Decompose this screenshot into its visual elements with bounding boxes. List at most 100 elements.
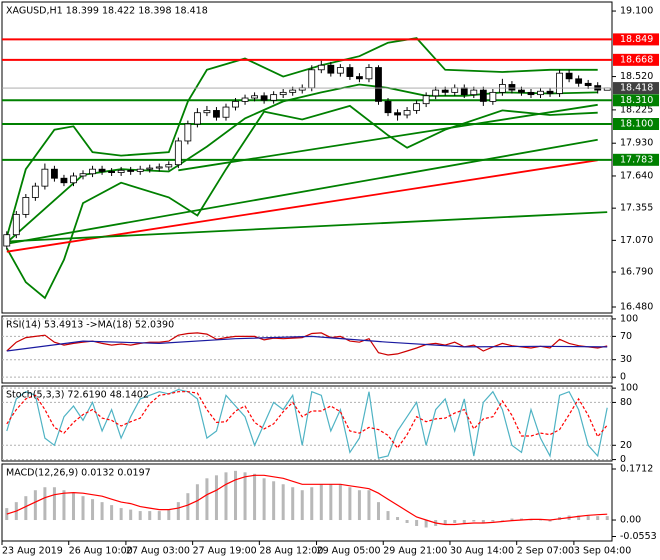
- histogram-bar: [329, 484, 333, 521]
- panel-frame: [1, 1, 613, 314]
- level-label: 18.100: [620, 119, 653, 130]
- histogram-bar: [33, 490, 37, 521]
- candle-body: [60, 177, 68, 184]
- series-line: [6, 211, 608, 243]
- candle-body: [41, 168, 49, 187]
- candle-body: [136, 168, 144, 172]
- histogram-bar: [491, 520, 495, 522]
- histogram-bar: [510, 518, 514, 521]
- y-tick-label: 30: [620, 354, 632, 365]
- series-line: [6, 332, 608, 356]
- candle-body: [108, 171, 116, 173]
- level-label: 18.310: [620, 95, 653, 106]
- candle-body: [308, 69, 316, 89]
- histogram-bar: [472, 520, 476, 522]
- candle-body: [270, 94, 278, 101]
- histogram-bar: [376, 502, 380, 521]
- candle-body: [193, 112, 201, 125]
- histogram-bar: [424, 520, 428, 528]
- y-tick-label: 0: [620, 454, 626, 465]
- histogram-bar: [462, 520, 466, 524]
- y-tick-label: 16.790: [620, 266, 653, 277]
- series-line: [5, 37, 598, 238]
- histogram-bar: [310, 487, 314, 521]
- candle-body: [336, 67, 344, 74]
- level-label: 17.783: [620, 154, 653, 165]
- candle-body: [241, 97, 249, 102]
- candle-body: [584, 82, 592, 86]
- candle-body: [31, 185, 39, 198]
- level-label-box: [613, 118, 659, 131]
- candle-body: [394, 112, 401, 116]
- series-line: [6, 474, 608, 526]
- histogram-bar: [195, 484, 199, 521]
- histogram-bar: [396, 517, 400, 521]
- histogram-bar: [348, 487, 352, 521]
- histogram-bar: [272, 481, 276, 521]
- histogram-bar: [24, 496, 28, 521]
- histogram-bar: [300, 490, 304, 521]
- x-tick-label: 30 Aug 14:00: [450, 546, 514, 557]
- candle-body: [213, 110, 220, 118]
- candle-body: [470, 89, 478, 96]
- candle-body: [174, 140, 182, 166]
- y-tick-label: 0.1712: [620, 464, 653, 475]
- level-label-box: [613, 33, 659, 46]
- candle-body: [117, 169, 125, 173]
- level-label: 18.849: [620, 34, 653, 45]
- panel-title: Stoch(5,3,3) 72.6190 48.1402: [6, 390, 149, 401]
- y-tick-label: 0: [620, 372, 626, 383]
- histogram-bar: [214, 475, 218, 521]
- histogram-bar: [500, 520, 504, 521]
- histogram-bar: [519, 518, 523, 521]
- candle-body: [89, 168, 96, 175]
- histogram-bar: [71, 493, 75, 521]
- candle-body: [508, 84, 516, 91]
- histogram-bar: [5, 508, 9, 521]
- y-tick-label: -0.0553: [620, 531, 657, 542]
- candle-body: [413, 103, 421, 111]
- candle-body: [155, 166, 163, 169]
- y-tick-label: 17.930: [620, 138, 653, 149]
- y-tick-label: 18.520: [620, 71, 653, 82]
- candle-body: [327, 64, 335, 74]
- histogram-bar: [481, 520, 485, 524]
- candle-body: [146, 167, 154, 170]
- histogram-bar: [205, 478, 209, 521]
- candle-body: [537, 90, 544, 96]
- y-tick-label: 20: [620, 440, 632, 451]
- candle-body: [403, 110, 411, 116]
- histogram-bar: [52, 487, 56, 521]
- candle-body: [546, 90, 554, 94]
- histogram-bar: [291, 487, 295, 521]
- histogram-bar: [281, 484, 285, 521]
- candle-body: [527, 91, 535, 96]
- histogram-bar: [43, 487, 47, 521]
- candle-body: [479, 89, 487, 102]
- level-label: 18.668: [620, 54, 653, 65]
- histogram-bar: [357, 490, 361, 521]
- histogram-bar: [443, 520, 447, 525]
- panel-frame: [1, 463, 613, 542]
- candle-body: [22, 197, 30, 215]
- candle-body: [365, 67, 373, 80]
- histogram-bar: [415, 520, 419, 526]
- candle-body: [3, 234, 11, 247]
- histogram-bar: [157, 511, 161, 521]
- y-tick-label: 16.480: [620, 302, 653, 313]
- candle-body: [12, 213, 20, 236]
- histogram-bar: [586, 515, 590, 521]
- y-tick-label: 18.225: [620, 104, 653, 115]
- last-price-box: [613, 82, 659, 95]
- x-tick-label: 28 Aug 12:00: [259, 546, 323, 557]
- y-tick-label: 100: [620, 383, 638, 394]
- panel-title: XAGUSD,H1 18.399 18.422 18.398 18.418: [6, 6, 208, 17]
- histogram-bar: [253, 473, 257, 521]
- histogram-bar: [62, 490, 66, 521]
- histogram-bar: [176, 502, 180, 521]
- histogram-bar: [386, 511, 390, 521]
- y-tick-label: 17.355: [620, 203, 653, 214]
- candle-body: [565, 72, 573, 80]
- level-label-box: [613, 153, 659, 166]
